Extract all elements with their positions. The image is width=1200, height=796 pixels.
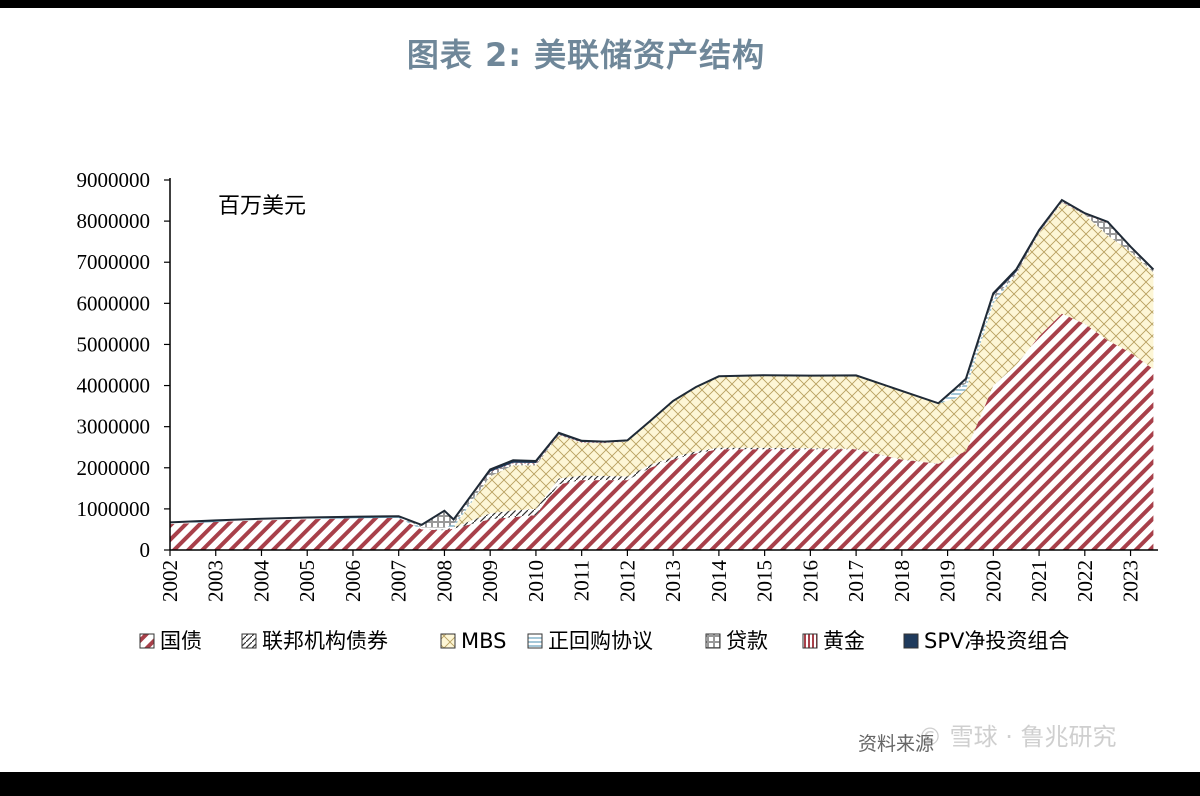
- legend-label: 正回购协议: [548, 629, 653, 653]
- x-tick-label: 2009: [478, 560, 502, 602]
- legend-label: 联邦机构债券: [262, 629, 388, 653]
- legend-swatch: [705, 633, 721, 649]
- x-tick-label: 2008: [432, 560, 456, 602]
- y-tick-labels: 0 1000000 2000000 3000000 4000000 5000000 6000…: [77, 168, 151, 562]
- x-tick-label: 2010: [524, 560, 548, 602]
- y-tick-label: 4000000: [77, 374, 151, 398]
- x-tick-label: 2014: [707, 560, 731, 603]
- x-tick-label: 2005: [295, 560, 319, 602]
- legend-swatch: [139, 633, 155, 649]
- x-tick-label: 2016: [798, 560, 822, 602]
- y-tick-label: 2000000: [77, 456, 151, 480]
- legend-swatch: [241, 633, 257, 649]
- y-tick-label: 1000000: [77, 497, 151, 521]
- x-tick-label: 2017: [844, 560, 868, 602]
- legend: 国债 联邦机构债券 MBS 正回购协议 贷款 黄金 SPV净投资组合: [139, 629, 1069, 653]
- x-tick-label: 2020: [981, 560, 1005, 602]
- legend-label: MBS: [461, 629, 507, 653]
- x-tick-label: 2006: [341, 560, 365, 602]
- legend-swatch: [802, 633, 818, 649]
- y-tick-label: 0: [140, 538, 151, 562]
- x-tick-label: 2018: [890, 560, 914, 602]
- x-tick-label: 2011: [570, 560, 594, 601]
- legend-label: SPV净投资组合: [924, 629, 1069, 653]
- unit-label: 百万美元: [218, 194, 306, 219]
- legend-label: 贷款: [726, 629, 768, 653]
- y-tick-label: 8000000: [77, 209, 151, 233]
- area-series-0: [170, 313, 1154, 550]
- bottom-border: [0, 772, 1200, 796]
- y-tick-label: 6000000: [77, 291, 151, 315]
- legend-swatch: [903, 633, 919, 649]
- x-tick-label: 2012: [615, 560, 639, 602]
- y-tick-label: 5000000: [77, 332, 151, 356]
- y-tick-label: 3000000: [77, 415, 151, 439]
- x-tick-label: 2022: [1073, 560, 1097, 602]
- legend-swatch: [440, 633, 456, 649]
- x-tick-labels: 2002 2003 2004 2005 2006 2007 2008 2009 2010 2011…: [158, 560, 1143, 603]
- watermark: © 雪球 · 鲁兆研究: [918, 723, 1117, 751]
- legend-label: 国债: [160, 629, 202, 653]
- x-tick-label: 2003: [204, 560, 228, 602]
- x-tick-label: 2002: [158, 560, 182, 602]
- area-series-2: [170, 202, 1154, 530]
- x-tick-label: 2015: [753, 560, 777, 602]
- x-tick-label: 2021: [1027, 560, 1051, 602]
- source-label: 资料来源: [858, 733, 934, 755]
- legend-swatch: [527, 633, 543, 649]
- y-tick-label: 7000000: [77, 250, 151, 274]
- x-tick-label: 2019: [936, 560, 960, 602]
- legend-label: 黄金: [823, 629, 865, 653]
- chart-title: 图表 2: 美联储资产结构: [406, 36, 766, 74]
- x-tick-label: 2004: [249, 560, 273, 603]
- y-tick-label: 9000000: [77, 168, 151, 192]
- area-layer: [169, 198, 1155, 550]
- x-tick-label: 2007: [387, 560, 411, 602]
- axes: [164, 178, 1158, 556]
- x-tick-label: 2023: [1119, 560, 1143, 602]
- total-outline: [169, 198, 1155, 527]
- top-border: [0, 0, 1200, 8]
- x-tick-label: 2013: [661, 560, 685, 602]
